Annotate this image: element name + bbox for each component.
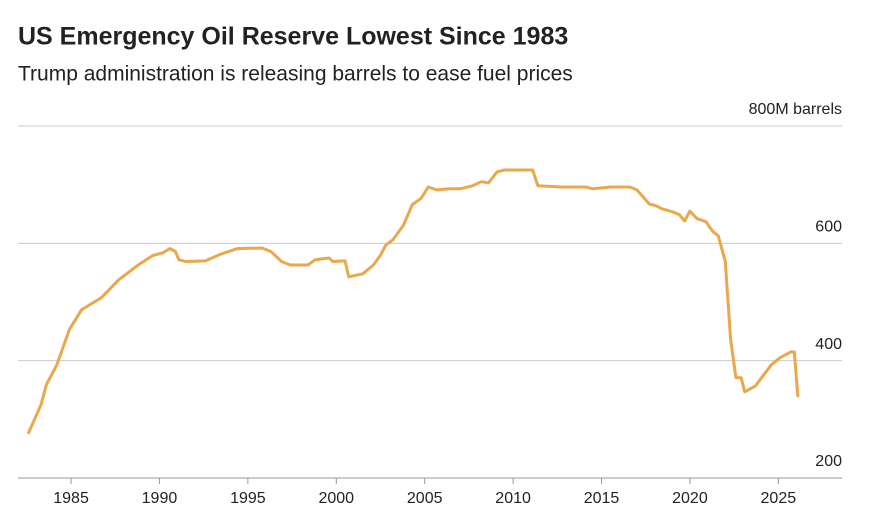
- series-line: [27, 168, 800, 435]
- x-tick-label: 1990: [142, 490, 178, 507]
- x-tick-label: 2005: [407, 490, 443, 507]
- x-tick-label: 2000: [318, 490, 354, 507]
- y-tick-label: 400: [815, 336, 842, 353]
- x-tick-label: 2020: [672, 490, 708, 507]
- x-tick-label: 2010: [495, 490, 531, 507]
- y-tick-label: 800M barrels: [749, 101, 842, 118]
- x-tick-label: 1985: [53, 490, 89, 507]
- x-tick-label: 2025: [761, 490, 797, 507]
- y-tick-label: 200: [815, 453, 842, 470]
- chart-subtitle: Trump administration is releasing barrel…: [18, 63, 573, 86]
- x-tick-label: 1995: [230, 490, 266, 507]
- chart-title: US Emergency Oil Reserve Lowest Since 19…: [18, 23, 568, 51]
- y-tick-label: 600: [815, 219, 842, 236]
- x-tick-label: 2015: [584, 490, 620, 507]
